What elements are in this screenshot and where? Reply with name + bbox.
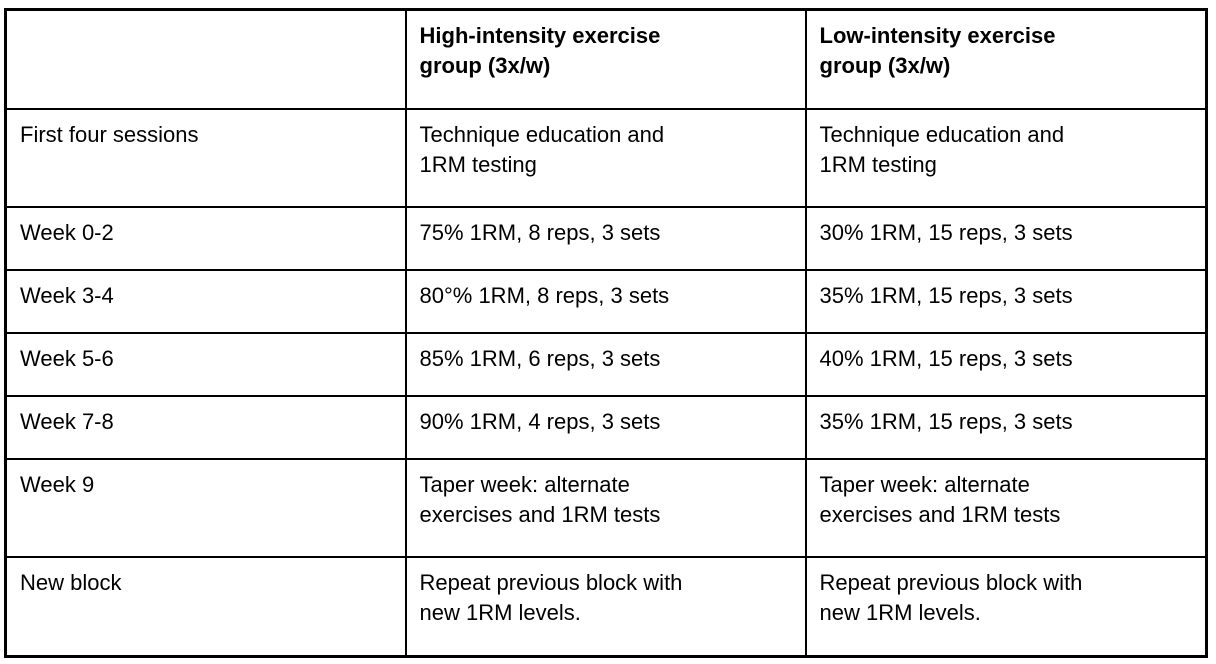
- high-intensity-cell: 90% 1RM, 4 reps, 3 sets: [404, 394, 807, 460]
- empty-corner-cell: [4, 8, 407, 110]
- column-header-high-intensity: High-intensity exercise group (3x/w): [404, 8, 807, 110]
- high-intensity-cell: Technique education and 1RM testing: [404, 107, 807, 208]
- low-intensity-cell: Repeat previous block with new 1RM level…: [804, 555, 1208, 658]
- row-label: New block: [4, 555, 407, 658]
- header-row: High-intensity exercise group (3x/w) Low…: [4, 8, 1208, 110]
- table-row-week-5-6: Week 5-6 85% 1RM, 6 reps, 3 sets 40% 1RM…: [4, 331, 1208, 397]
- high-intensity-cell: Taper week: alternate exercises and 1RM …: [404, 457, 807, 558]
- table-row-first-four-sessions: First four sessions Technique education …: [4, 107, 1208, 208]
- column-header-low-intensity: Low-intensity exercise group (3x/w): [804, 8, 1208, 110]
- exercise-program-table: High-intensity exercise group (3x/w) Low…: [4, 8, 1208, 658]
- row-label: Week 9: [4, 457, 407, 558]
- table-row-week-7-8: Week 7-8 90% 1RM, 4 reps, 3 sets 35% 1RM…: [4, 394, 1208, 460]
- low-intensity-cell: Technique education and 1RM testing: [804, 107, 1208, 208]
- row-label: Week 3-4: [4, 268, 407, 334]
- row-label: First four sessions: [4, 107, 407, 208]
- exercise-program-table-container: High-intensity exercise group (3x/w) Low…: [4, 8, 1208, 658]
- low-intensity-cell: Taper week: alternate exercises and 1RM …: [804, 457, 1208, 558]
- row-label: Week 7-8: [4, 394, 407, 460]
- low-intensity-cell: 40% 1RM, 15 reps, 3 sets: [804, 331, 1208, 397]
- table-row-week-3-4: Week 3-4 80°% 1RM, 8 reps, 3 sets 35% 1R…: [4, 268, 1208, 334]
- low-intensity-cell: 35% 1RM, 15 reps, 3 sets: [804, 394, 1208, 460]
- high-intensity-cell: 75% 1RM, 8 reps, 3 sets: [404, 205, 807, 271]
- low-intensity-cell: 35% 1RM, 15 reps, 3 sets: [804, 268, 1208, 334]
- high-intensity-cell: 85% 1RM, 6 reps, 3 sets: [404, 331, 807, 397]
- low-intensity-cell: 30% 1RM, 15 reps, 3 sets: [804, 205, 1208, 271]
- row-label: Week 0-2: [4, 205, 407, 271]
- row-label: Week 5-6: [4, 331, 407, 397]
- high-intensity-cell: Repeat previous block with new 1RM level…: [404, 555, 807, 658]
- table-row-new-block: New block Repeat previous block with new…: [4, 555, 1208, 658]
- table-row-week-0-2: Week 0-2 75% 1RM, 8 reps, 3 sets 30% 1RM…: [4, 205, 1208, 271]
- table-row-week-9: Week 9 Taper week: alternate exercises a…: [4, 457, 1208, 558]
- high-intensity-cell: 80°% 1RM, 8 reps, 3 sets: [404, 268, 807, 334]
